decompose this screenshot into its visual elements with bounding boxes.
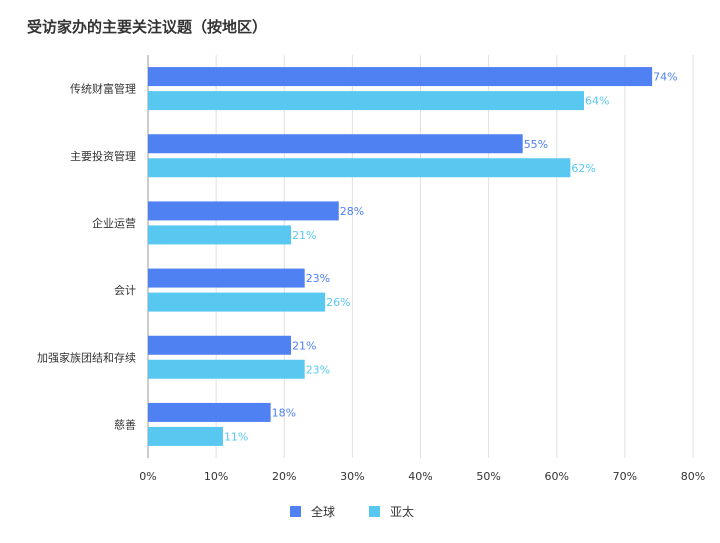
bar	[148, 268, 305, 288]
x-tick-label: 50%	[476, 470, 500, 483]
x-tick-label: 20%	[272, 470, 296, 483]
legend-item-global[interactable]: 全球	[290, 503, 335, 520]
legend-swatch-apac	[369, 506, 380, 517]
bar	[148, 359, 305, 379]
bar	[148, 201, 339, 221]
x-tick-label: 0%	[139, 470, 156, 483]
x-tick-label: 80%	[681, 470, 705, 483]
data-label: 64%	[585, 95, 609, 108]
category-label: 慈善	[114, 417, 136, 431]
bar	[148, 426, 223, 446]
x-tick-label: 60%	[545, 470, 569, 483]
bar	[148, 402, 271, 422]
legend-label-global: 全球	[311, 505, 336, 519]
legend-swatch-global	[290, 506, 301, 517]
legend: 全球 亚太	[0, 503, 720, 519]
bar	[148, 91, 584, 111]
bar	[148, 67, 653, 87]
bar	[148, 225, 292, 245]
category-label: 会计	[114, 284, 136, 297]
chart-title: 受访家办的主要关注议题（按地区）	[27, 18, 268, 36]
bar	[148, 158, 571, 178]
data-label: 23%	[306, 272, 330, 285]
x-tick-label: 30%	[340, 470, 364, 483]
x-tick-label: 40%	[408, 470, 432, 483]
bar	[148, 292, 326, 312]
bar-chart: 0% 10% 20% 30% 40% 50% 60% 70% 80% 传统财富管理 74% 64% 主要…	[37, 55, 705, 483]
data-label: 21%	[292, 339, 316, 352]
category-label: 主要投资管理	[70, 149, 136, 163]
x-tick-label: 10%	[204, 470, 228, 483]
category-label: 企业运营	[92, 216, 136, 230]
data-label: 21%	[292, 229, 316, 242]
category-label: 传统财富管理	[70, 82, 136, 96]
data-label: 28%	[340, 205, 364, 218]
x-tick-label: 70%	[613, 470, 637, 483]
data-label: 26%	[326, 296, 350, 309]
legend-item-apac[interactable]: 亚太	[369, 503, 414, 520]
bar	[148, 335, 292, 355]
legend-label-apac: 亚太	[390, 505, 415, 519]
category-label: 加强家族团结和存续	[37, 350, 136, 364]
data-label: 55%	[524, 138, 548, 151]
data-label: 18%	[272, 406, 296, 419]
data-label: 62%	[571, 162, 595, 175]
data-label: 23%	[306, 363, 330, 376]
data-label: 11%	[224, 430, 248, 443]
data-label: 74%	[653, 71, 677, 84]
bar	[148, 134, 523, 154]
